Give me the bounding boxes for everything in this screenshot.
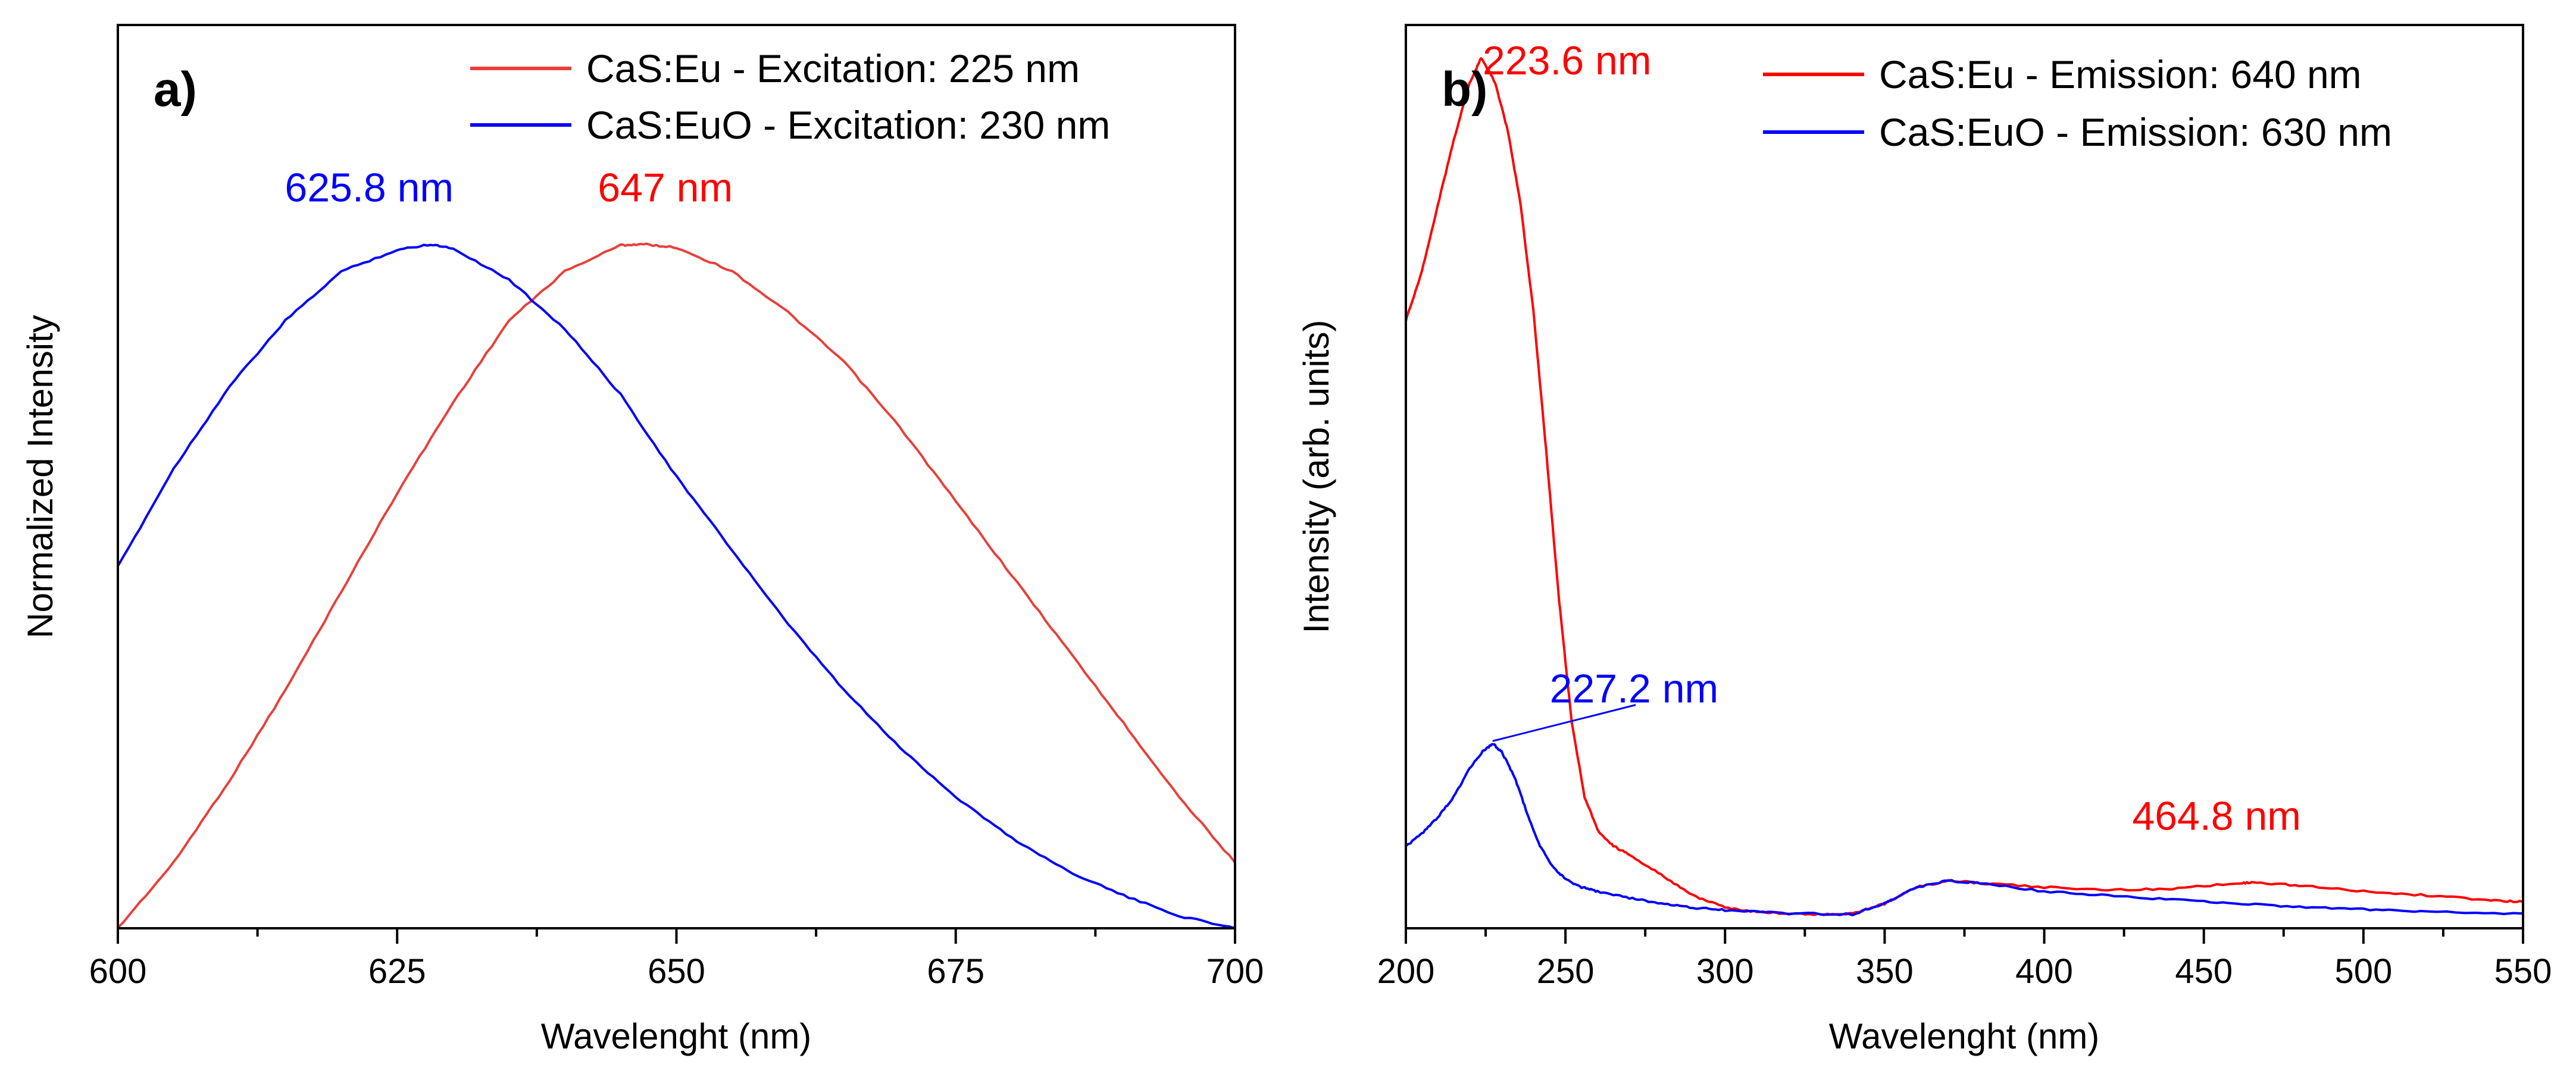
panel-b-y-axis-title: Intensity (arb. units) <box>1296 320 1336 634</box>
panel-a-label: a) <box>154 62 197 117</box>
series-line-cas-euo-emission-630-nm <box>1405 743 2524 916</box>
x-tick-label: 300 <box>1696 952 1754 991</box>
panel-b-label: b) <box>1442 62 1487 117</box>
panel-b-x-axis-title: Wavelenght (nm) <box>1829 1016 2100 1056</box>
panel-b-plot-frame <box>1405 24 2524 929</box>
x-tick-label: 650 <box>648 952 705 991</box>
x-tick-label: 350 <box>1856 952 1914 991</box>
legend-label-cas-euo-excitation: CaS:EuO - Excitation: 230 nm <box>586 103 1110 147</box>
peak-annotation-464-8-nm: 464.8 nm <box>2132 793 2301 838</box>
legend-label-cas-eu-emission: CaS:Eu - Emission: 640 nm <box>1879 52 2362 96</box>
panel-a-data-marks: 625.8 nm 647 nm <box>117 165 1236 929</box>
panel-a-x-ticks: 600 625 650 675 700 <box>89 928 1264 991</box>
series-line-cas-eu-emission-640-nm <box>1405 57 2524 916</box>
x-tick-label: 400 <box>2015 952 2073 991</box>
peak-annotation-227-2-nm: 227.2 nm <box>1550 666 1719 712</box>
panel-b-emission: 223.6 nm 227.2 nm 464.8 nm b) CaS:Eu - Emi… <box>1296 24 2552 1056</box>
peak-annotation-625-8-nm: 625.8 nm <box>285 165 454 211</box>
series-line-cas-eu-excitation-225-nm <box>117 242 1236 929</box>
x-tick-label: 550 <box>2494 952 2552 991</box>
x-tick-label: 250 <box>1537 952 1595 991</box>
peak-annotation-223-6-nm: 223.6 nm <box>1483 38 1652 83</box>
annotation-leader-line <box>1492 704 1636 742</box>
x-tick-label: 500 <box>2334 952 2392 991</box>
panel-a-x-axis-title: Wavelenght (nm) <box>541 1016 812 1056</box>
panel-b-data-marks: 223.6 nm 227.2 nm 464.8 nm <box>1405 38 2524 916</box>
x-tick-label: 200 <box>1377 952 1435 991</box>
x-tick-label: 700 <box>1206 952 1264 991</box>
peak-annotation-647-nm: 647 nm <box>598 165 733 211</box>
panel-a-y-axis-title: Normalized Intensity <box>20 315 60 638</box>
panel-b-legend: CaS:Eu - Emission: 640 nm CaS:EuO - Emis… <box>1763 52 2392 154</box>
x-tick-label: 450 <box>2175 952 2233 991</box>
x-tick-label: 675 <box>927 952 984 991</box>
panel-b-x-ticks: 200 250 300 350 400 450 500 550 <box>1377 928 2552 991</box>
series-line-cas-euo-excitation-230-nm <box>117 243 1236 929</box>
panel-a-excitation: 625.8 nm 647 nm a) CaS:Eu - Excitation: 2… <box>20 24 1264 1056</box>
panel-a-legend: CaS:Eu - Excitation: 225 nm CaS:EuO - Ex… <box>470 46 1110 147</box>
legend-label-cas-euo-emission: CaS:EuO - Emission: 630 nm <box>1879 110 2392 154</box>
x-tick-label: 600 <box>89 952 147 991</box>
x-tick-label: 625 <box>368 952 426 991</box>
legend-label-cas-eu-excitation: CaS:Eu - Excitation: 225 nm <box>586 46 1080 90</box>
